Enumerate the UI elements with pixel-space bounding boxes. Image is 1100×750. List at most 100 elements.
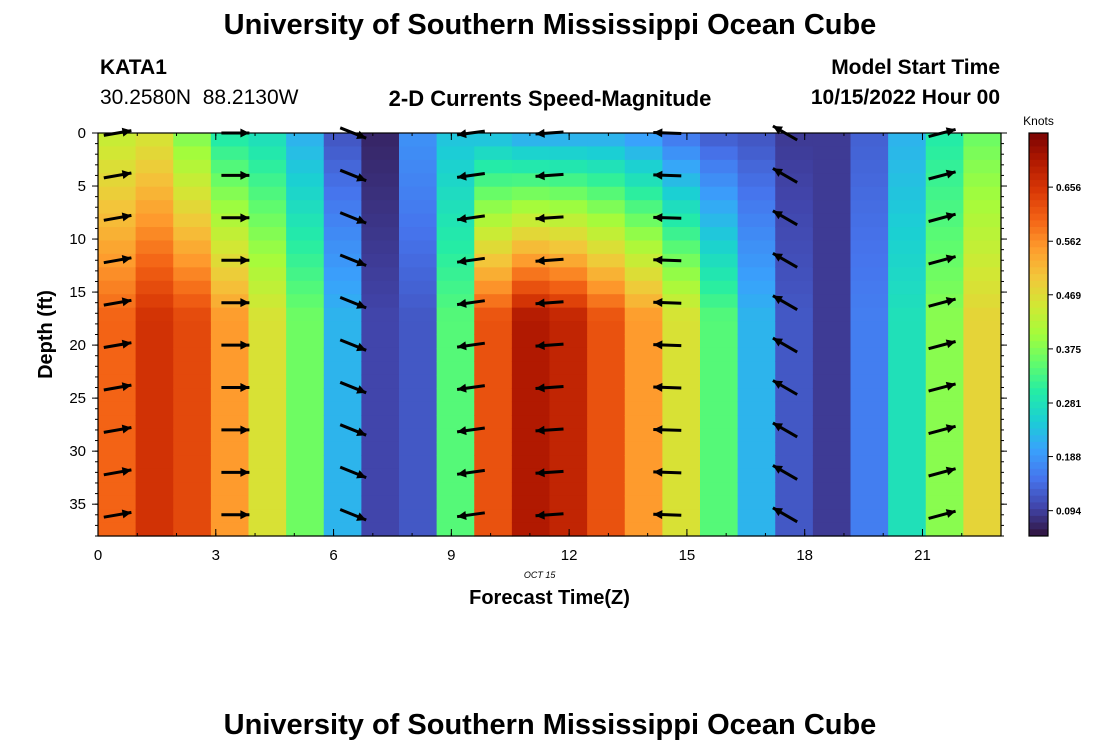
heatmap-cell (700, 495, 739, 510)
heatmap-cell (436, 415, 475, 430)
heatmap-cell (511, 522, 551, 537)
heatmap-cell (700, 428, 739, 443)
y-tick-label: 10 (69, 231, 86, 248)
heatmap-cell (436, 227, 475, 242)
heatmap-cell (436, 482, 475, 497)
heatmap-cell (812, 267, 852, 282)
heatmap-cell (286, 294, 325, 309)
heatmap-cell (210, 428, 250, 443)
colorbar-segment (1029, 482, 1048, 490)
heatmap-cell (812, 361, 852, 376)
colorbar-segment (1029, 280, 1048, 288)
current-arrow-head (240, 128, 250, 138)
heatmap-cell (361, 388, 400, 403)
heatmap-cell (850, 347, 889, 362)
heatmap-cell (323, 388, 362, 403)
heatmap-cell (587, 455, 626, 470)
heatmap-cell (474, 347, 513, 362)
heatmap-cell (248, 455, 287, 470)
colorbar-segment (1029, 321, 1048, 329)
heatmap-cell (474, 227, 513, 242)
heatmap-cell (963, 159, 1002, 174)
heatmap-cell (888, 509, 927, 524)
colorbar-segment (1029, 220, 1048, 228)
heatmap-cell (587, 240, 626, 255)
heatmap-cell (549, 173, 588, 188)
heatmap-cell (98, 495, 137, 510)
heatmap-cell (925, 347, 964, 362)
heatmap-cell (399, 509, 438, 524)
y-tick-label: 5 (78, 178, 86, 195)
colorbar-segment (1029, 408, 1048, 416)
heatmap-cell (888, 280, 927, 295)
current-arrow-head (121, 297, 132, 307)
heatmap-cell (286, 186, 325, 201)
heatmap-cell (624, 227, 663, 242)
heatmap-cell (248, 334, 287, 349)
heatmap-cell (737, 294, 776, 309)
heatmap-cell (549, 495, 588, 510)
model-start-value: 10/15/2022 Hour 00 (810, 86, 1000, 109)
current-arrow-head (945, 297, 956, 306)
heatmap-cell (888, 200, 927, 215)
heatmap-cell (135, 428, 174, 443)
heatmap-cell (963, 267, 1002, 282)
heatmap-cell (436, 240, 475, 255)
heatmap-cell (700, 334, 739, 349)
heatmap-cell (248, 280, 287, 295)
heatmap-cell (963, 227, 1002, 242)
heatmap-cell (210, 347, 250, 362)
colorbar-segment (1029, 415, 1048, 423)
heatmap-cell (399, 388, 438, 403)
heatmap-cell (775, 227, 814, 242)
colorbar-segment (1029, 260, 1048, 268)
heatmap-cell (361, 133, 400, 148)
heatmap-cell (436, 495, 475, 510)
current-arrow-head (121, 339, 132, 349)
heatmap-cell (210, 374, 250, 389)
heatmap-cell (286, 468, 325, 483)
heatmap-cell (323, 468, 362, 483)
heatmap-cell (323, 401, 362, 416)
heatmap-cell (173, 428, 212, 443)
heatmap-cell (361, 415, 400, 430)
heatmap-cell (737, 213, 776, 228)
heatmap-cell (248, 509, 287, 524)
heatmap-cell (775, 347, 814, 362)
heatmap-cell (963, 146, 1002, 161)
heatmap-cell (399, 267, 438, 282)
heatmap-cell (963, 482, 1002, 497)
heatmap-cell (474, 509, 513, 524)
heatmap-cell (662, 280, 701, 295)
current-arrow-head (772, 126, 783, 135)
heatmap-cell (436, 307, 475, 322)
heatmap-cell (587, 334, 626, 349)
heatmap-cell (888, 482, 927, 497)
heatmap-cell (173, 455, 212, 470)
heatmap-cell (549, 186, 588, 201)
heatmap-cell (135, 227, 174, 242)
heatmap-cell (511, 388, 551, 403)
heatmap-cell (399, 455, 438, 470)
heatmap-cell (474, 495, 513, 510)
heatmap-cell (775, 482, 814, 497)
current-arrow-head (356, 512, 367, 521)
heatmap-cell (925, 455, 964, 470)
heatmap-cell (888, 388, 927, 403)
current-arrow-head (457, 214, 467, 223)
heatmap-cell (587, 495, 626, 510)
heatmap-cell (888, 159, 927, 174)
heatmap-cell (812, 240, 852, 255)
heatmap-cell (511, 307, 551, 322)
heatmap-cell (662, 441, 701, 456)
heatmap-cell (323, 280, 362, 295)
heatmap-cell (474, 159, 513, 174)
y-tick-label: 30 (69, 443, 86, 460)
heatmap-cell (850, 374, 889, 389)
heatmap-cell (135, 441, 174, 456)
heatmap-cell (888, 240, 927, 255)
heatmap-cell (587, 213, 626, 228)
heatmap-cell (888, 227, 927, 242)
heatmap-cell (624, 509, 663, 524)
heatmap-cell (135, 455, 174, 470)
